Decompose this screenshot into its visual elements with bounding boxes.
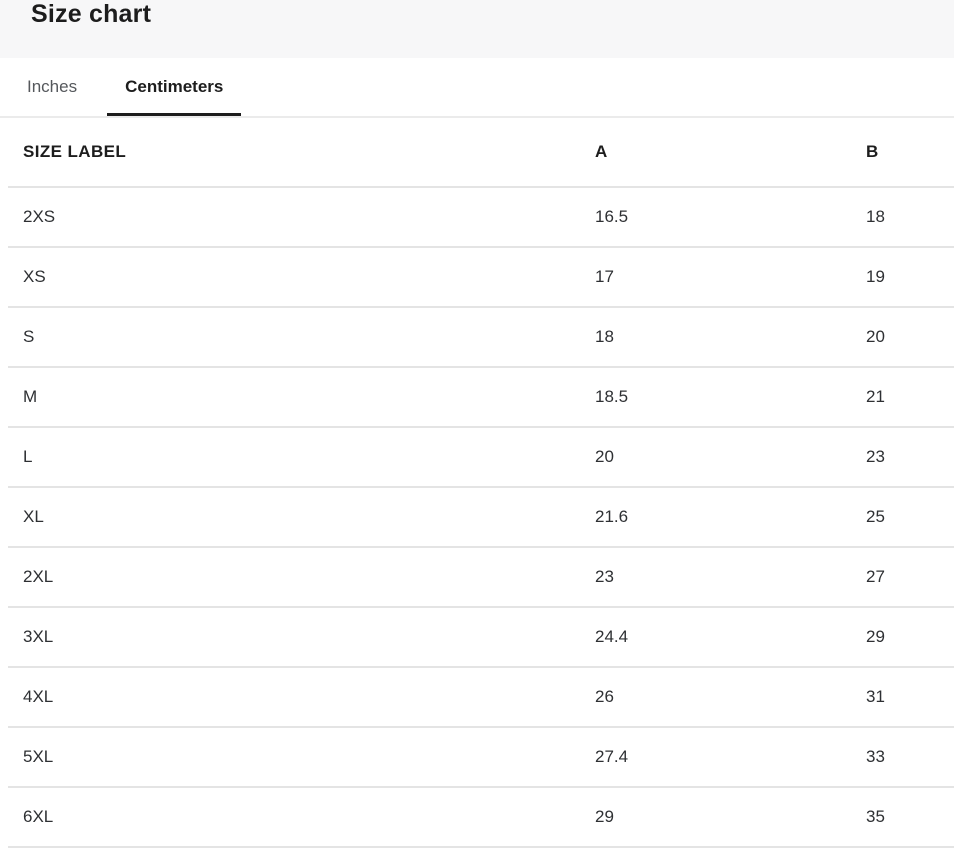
a-value-cell: 24.4	[595, 627, 629, 646]
a-value-cell: 17	[595, 267, 614, 286]
size-cell: 2XS	[23, 207, 56, 226]
table-header-row: SIZE LABEL A B	[8, 118, 954, 188]
size-cell: 3XL	[23, 627, 54, 646]
a-value-cell: 21.6	[595, 507, 629, 526]
b-value-cell: 19	[866, 267, 885, 286]
a-value-cell: 20	[595, 447, 614, 466]
table-row: M 18.5 21	[8, 368, 954, 428]
a-value-cell: 26	[595, 687, 614, 706]
a-value-cell: 29	[595, 807, 614, 826]
a-value-cell: 18.5	[595, 387, 629, 406]
a-value-cell: 18	[595, 327, 614, 346]
b-value-cell: 18	[866, 207, 885, 226]
size-cell: XL	[23, 507, 44, 526]
table-row: 5XL 27.4 33	[8, 728, 954, 788]
column-header-size-label: SIZE LABEL	[23, 142, 127, 161]
table-row: 3XL 24.4 29	[8, 608, 954, 668]
size-cell: 5XL	[23, 747, 54, 766]
unit-tabs: Inches Centimeters	[0, 58, 954, 118]
size-cell: S	[23, 327, 35, 346]
table-row: S 18 20	[8, 308, 954, 368]
table-row: L 20 23	[8, 428, 954, 488]
size-cell: 6XL	[23, 807, 54, 826]
table-row: 4XL 26 31	[8, 668, 954, 728]
table-row: 6XL 29 35	[8, 788, 954, 848]
b-value-cell: 25	[866, 507, 885, 526]
tab-inches[interactable]: Inches	[27, 77, 78, 96]
a-value-cell: 23	[595, 567, 614, 586]
b-value-cell: 33	[866, 747, 885, 766]
b-value-cell: 23	[866, 447, 885, 466]
b-value-cell: 20	[866, 327, 885, 346]
size-cell: 2XL	[23, 567, 54, 586]
page-title: Size chart	[31, 0, 152, 28]
size-cell: XS	[23, 267, 46, 286]
b-value-cell: 29	[866, 627, 885, 646]
b-value-cell: 21	[866, 387, 885, 406]
table-row: 2XL 23 27	[8, 548, 954, 608]
size-cell: 4XL	[23, 687, 54, 706]
table-row: 2XS 16.5 18	[8, 188, 954, 248]
table-row: XS 17 19	[8, 248, 954, 308]
b-value-cell: 27	[866, 567, 885, 586]
b-value-cell: 31	[866, 687, 885, 706]
a-value-cell: 16.5	[595, 207, 629, 226]
tab-centimeters[interactable]: Centimeters	[107, 58, 241, 116]
b-value-cell: 35	[866, 807, 885, 826]
size-chart-table: SIZE LABEL A B 2XS 16.5 18 XS 17 19 S 18 20 M 18.5…	[8, 118, 954, 848]
table-row: XL 21.6 25	[8, 488, 954, 548]
a-value-cell: 27.4	[595, 747, 629, 766]
table-body: 2XS 16.5 18 XS 17 19 S 18 20 M 18.5 21 L 20 23 XL 21.6 25…	[8, 188, 954, 848]
page-header: Size chart	[0, 0, 954, 58]
size-cell: M	[23, 387, 38, 406]
column-header-a: A	[595, 142, 608, 161]
size-cell: L	[23, 447, 33, 466]
column-header-b: B	[866, 142, 879, 161]
